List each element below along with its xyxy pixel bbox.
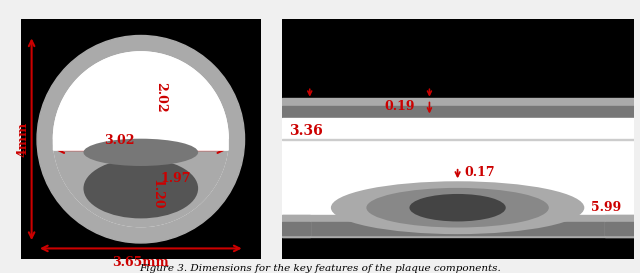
Text: Figure 3. Dimensions for the key features of the plaque components.: Figure 3. Dimensions for the key feature… bbox=[139, 264, 501, 273]
Bar bbox=[282, 19, 634, 103]
Text: 3.02: 3.02 bbox=[104, 134, 134, 147]
Polygon shape bbox=[54, 139, 228, 227]
Ellipse shape bbox=[83, 139, 198, 166]
Ellipse shape bbox=[366, 188, 549, 227]
Bar bbox=[605, 215, 634, 236]
Circle shape bbox=[54, 52, 228, 227]
Bar bbox=[282, 230, 634, 259]
Bar bbox=[605, 222, 634, 235]
Text: 1.20: 1.20 bbox=[150, 179, 164, 209]
Bar bbox=[282, 222, 310, 235]
Text: 4mm: 4mm bbox=[17, 121, 29, 157]
Text: 0.17: 0.17 bbox=[465, 166, 495, 179]
Bar bbox=[282, 222, 634, 235]
Ellipse shape bbox=[83, 158, 198, 218]
Bar bbox=[282, 142, 634, 230]
Bar bbox=[282, 215, 310, 236]
Text: 0.19: 0.19 bbox=[385, 100, 415, 113]
Text: 1.97: 1.97 bbox=[161, 172, 191, 185]
Bar bbox=[282, 106, 634, 118]
Bar bbox=[282, 138, 634, 140]
Ellipse shape bbox=[410, 194, 506, 221]
Text: 3.36: 3.36 bbox=[289, 124, 323, 138]
Polygon shape bbox=[54, 52, 228, 150]
Text: 2.02: 2.02 bbox=[154, 82, 167, 113]
Text: 5.99: 5.99 bbox=[591, 201, 621, 214]
Bar bbox=[282, 215, 634, 236]
Bar bbox=[282, 118, 634, 139]
Bar bbox=[282, 98, 634, 122]
Text: 3.65mm: 3.65mm bbox=[113, 256, 169, 269]
Circle shape bbox=[37, 35, 244, 243]
Ellipse shape bbox=[331, 181, 584, 234]
